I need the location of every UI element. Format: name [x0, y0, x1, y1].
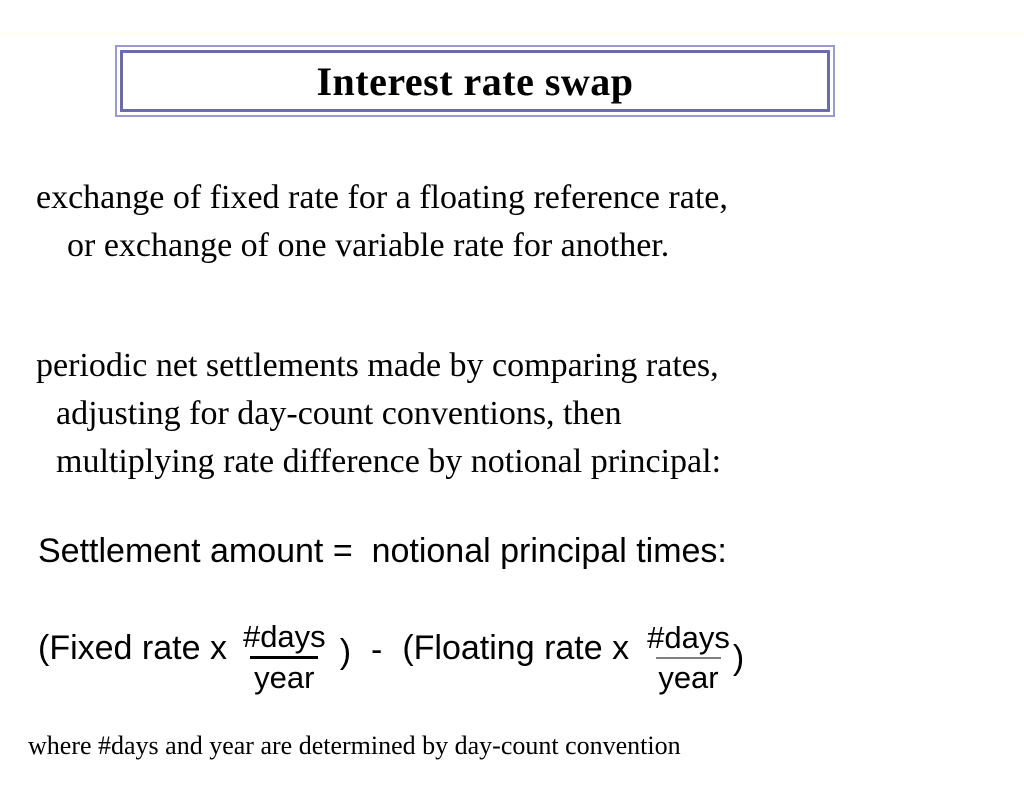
formula-minus-sign: - [371, 630, 383, 669]
fraction-days-over-year-fixed: #days year [242, 619, 326, 695]
fraction-numerator: #days [647, 619, 730, 655]
fraction-denominator: year [658, 659, 719, 695]
settlement-amount-line: Settlement amount = notional principal t… [38, 532, 727, 570]
fraction-bar [250, 656, 319, 659]
formula-close-paren-1: ) [339, 632, 352, 671]
title-box-inner-border: Interest rate swap [120, 50, 830, 112]
formula-open-floating: (Floating rate x [402, 628, 630, 667]
fraction-denominator: year [254, 660, 315, 695]
title-box: Interest rate swap [115, 45, 835, 117]
paragraph-exchange-line-1: exchange of fixed rate for a floating re… [36, 179, 728, 216]
fraction-bar [656, 656, 721, 659]
settlement-formula: (Fixed rate x #days year ) - (Floating r… [38, 614, 744, 702]
slide-title: Interest rate swap [316, 58, 634, 104]
paragraph-settlements-line-3: multiplying rate difference by notional … [56, 443, 722, 480]
fraction-numerator: #days [242, 619, 326, 655]
fraction-days-over-year-floating: #days year [647, 619, 730, 695]
paragraph-settlements-line-1: periodic net settlements made by compari… [36, 347, 719, 384]
formula-open-fixed: (Fixed rate x [38, 628, 227, 667]
formula-close-paren-2: ) [732, 638, 745, 677]
footnote: where #days and year are determined by d… [28, 731, 681, 760]
paragraph-settlements-line-2: adjusting for day-count conventions, the… [56, 395, 622, 432]
paragraph-exchange: exchange of fixed rate for a floating re… [36, 174, 728, 270]
paragraph-settlements: periodic net settlements made by compari… [36, 342, 721, 486]
paragraph-exchange-line-2: or exchange of one variable rate for ano… [67, 227, 670, 264]
